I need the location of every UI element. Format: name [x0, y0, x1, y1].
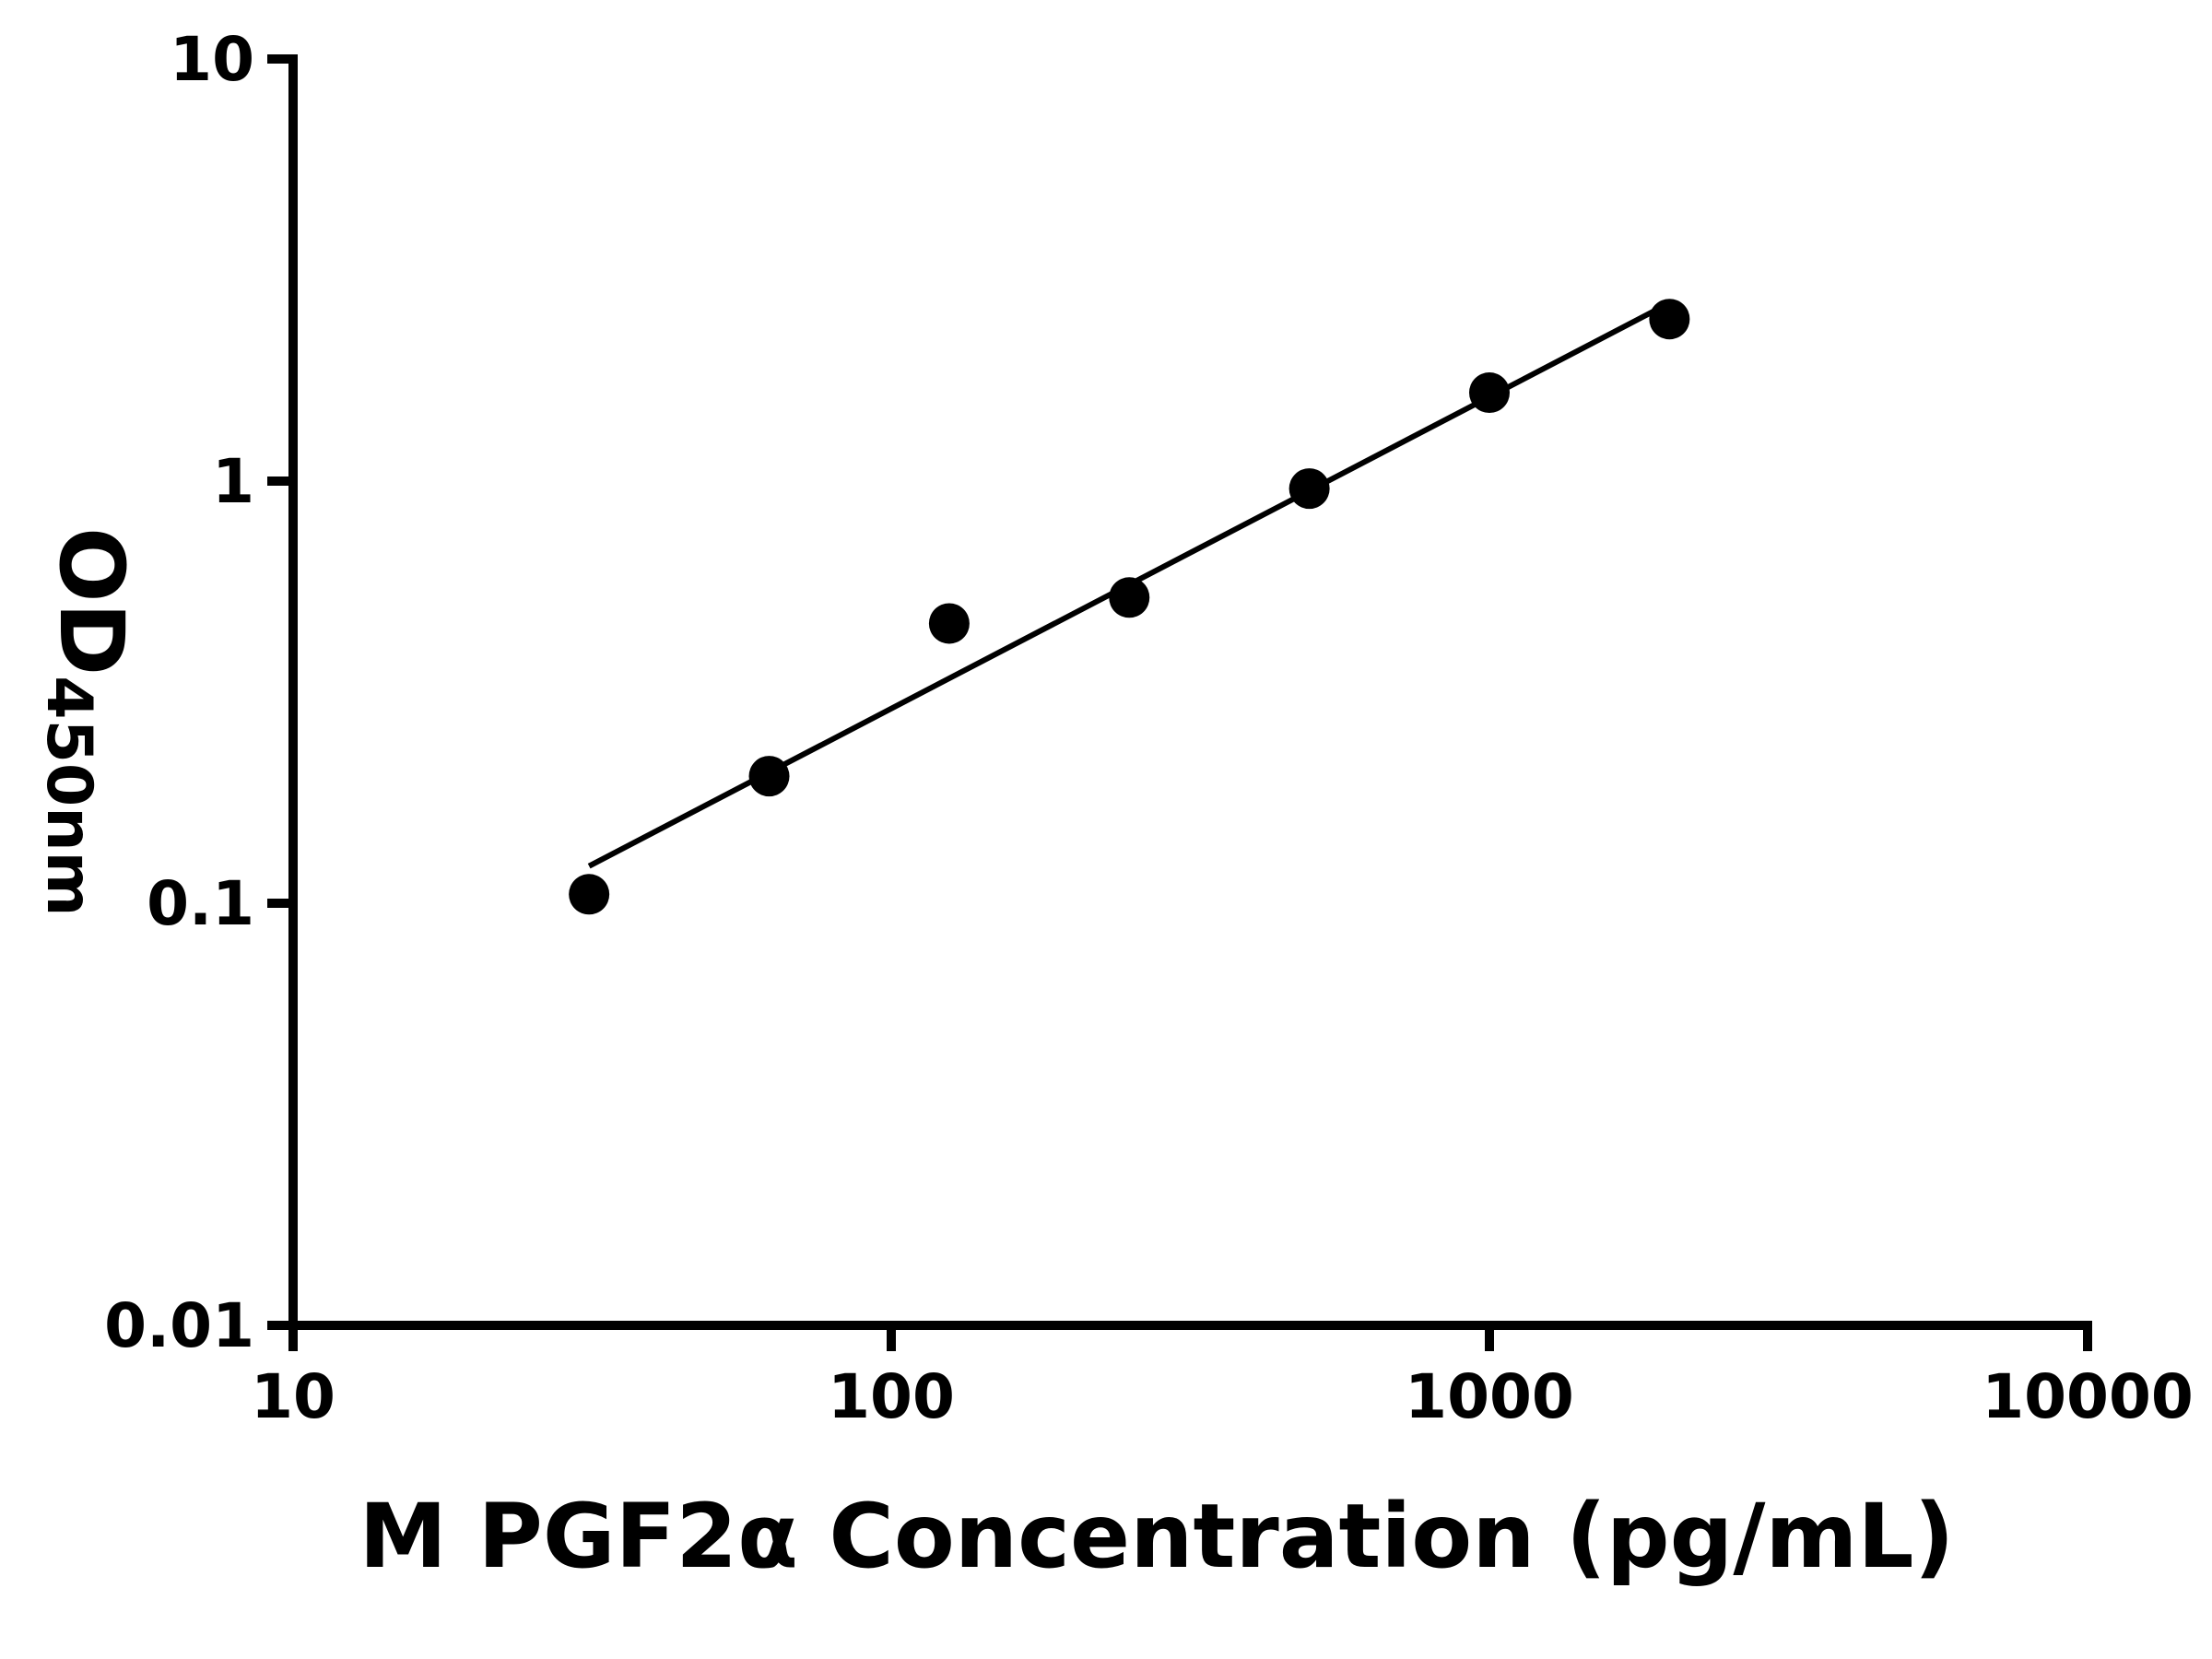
- x-axis-title: M PGF2α Concentration (pg/mL): [359, 1485, 1955, 1588]
- y-axis-title-main: OD: [40, 527, 143, 676]
- x-tick-label: 100: [828, 1361, 955, 1432]
- x-tick-label: 10: [251, 1361, 335, 1432]
- y-tick-label: 0.1: [147, 868, 254, 939]
- y-tick-label: 1: [212, 446, 254, 517]
- data-point: [1109, 577, 1150, 618]
- x-tick-label: 1000: [1405, 1361, 1574, 1432]
- data-point: [1649, 299, 1690, 340]
- data-point: [748, 756, 790, 797]
- data-point: [569, 874, 610, 915]
- data-point: [928, 603, 970, 644]
- y-axis-title: OD450nm: [32, 527, 143, 917]
- axes: [288, 54, 2092, 1330]
- y-tick-label: 10: [170, 24, 254, 95]
- x-tick-label: 10000: [1982, 1361, 2194, 1432]
- y-tick-label: 0.01: [104, 1290, 254, 1361]
- data-series: [569, 299, 1690, 915]
- axis-ticks: 10 100 1000 10000 0.01 0.1 1 10: [104, 24, 2194, 1432]
- data-point: [1288, 468, 1330, 510]
- data-point: [1469, 372, 1510, 414]
- y-axis-title-sub: 450nm: [32, 676, 105, 916]
